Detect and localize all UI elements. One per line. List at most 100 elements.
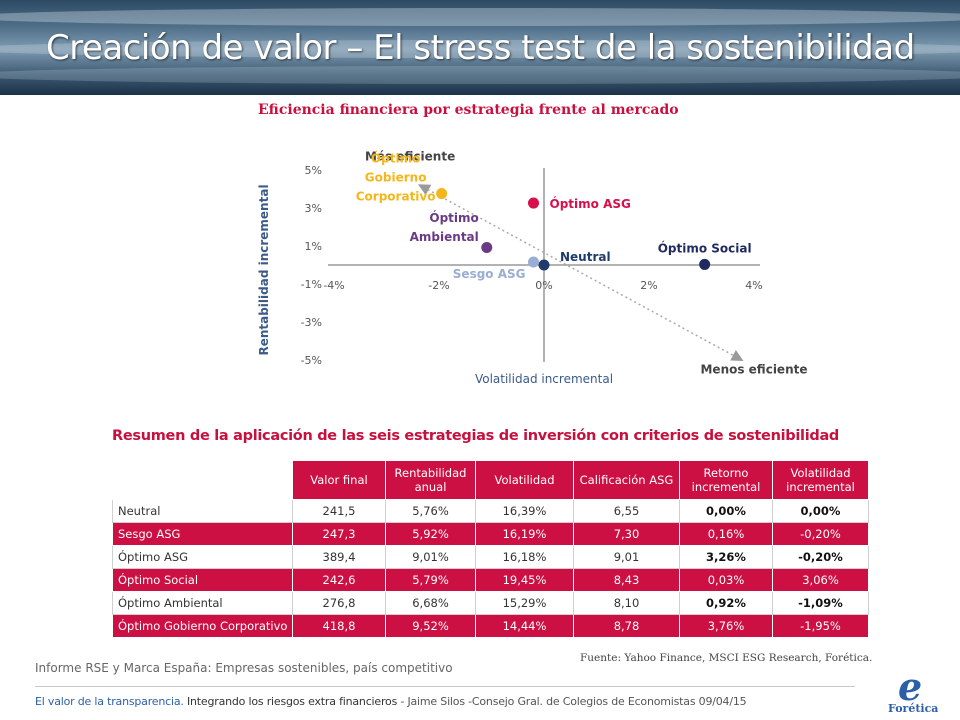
table-cell: 5,76% (385, 499, 476, 523)
point-label: Óptimo (371, 151, 420, 166)
point-4 (481, 242, 493, 254)
x-tick-label: -4% (323, 279, 344, 292)
header-cell: Valor final (292, 460, 386, 500)
header-cell (112, 460, 293, 500)
table-cell: 5,79% (385, 568, 476, 592)
point-label: Neutral (560, 250, 611, 264)
summary-table: Valor final Rentabilidad anual Volatilid… (112, 460, 869, 638)
point-3 (699, 258, 711, 270)
y-tick-label: -1% (301, 278, 322, 291)
table-row: Óptimo Gobierno Corporativo 418,8 9,52% 14,… (112, 614, 869, 638)
table-cell: 16,19% (475, 522, 574, 546)
y-tick-label: -5% (301, 354, 322, 367)
y-tick-label: 1% (305, 240, 322, 253)
table-cell: -1,95% (772, 614, 869, 638)
table-cell: 247,3 (292, 522, 386, 546)
point-label: Óptimo (429, 210, 478, 225)
chart-title: Eficiencia financiera por estrategia fre… (258, 102, 679, 118)
row-label-cell: Óptimo ASG (112, 545, 293, 569)
table-title: Resumen de la aplicación de las seis est… (112, 428, 840, 444)
table-cell: 0,03% (679, 568, 773, 592)
table-cell: 16,18% (475, 545, 574, 569)
row-label-cell: Óptimo Gobierno Corporativo (112, 614, 293, 638)
footer-part-3: - Jaime Silos -Consejo Gral. de Colegios… (397, 695, 747, 708)
less-efficient-label: Menos eficiente (700, 362, 807, 376)
x-tick-label: 4% (745, 279, 762, 292)
y-tick-label: 3% (305, 202, 322, 215)
footer-part-1: El valor de la transparencia. (35, 695, 184, 708)
y-tick-label: 5% (305, 164, 322, 177)
table-cell: 3,76% (679, 614, 773, 638)
table-cell: 9,52% (385, 614, 476, 638)
point-2 (528, 197, 539, 209)
table-row: Neutral 241,5 5,76% 16,39% 6,55 0,00% 0,00% (112, 499, 869, 523)
x-tick-label: 0% (535, 279, 552, 292)
table-cell: 9,01 (573, 545, 680, 569)
footer-divider (35, 686, 855, 687)
point-label: Corporativo (356, 189, 436, 203)
table-cell: 7,30 (573, 522, 680, 546)
table-cell: -0,20% (772, 522, 869, 546)
table-cell: 8,78 (573, 614, 680, 638)
logo-letter: e (898, 664, 923, 709)
table-row: Óptimo ASG 389,4 9,01% 16,18% 9,01 3,26% -0,20… (112, 545, 869, 569)
point-label: Óptimo ASG (550, 196, 631, 211)
slide-title: Creación de valor – El stress test de la… (46, 28, 915, 68)
point-label: Óptimo Social (658, 240, 752, 255)
footer-part-2: Integrando los riesgos extra financieros (183, 695, 398, 708)
table-header-row: Valor final Rentabilidad anual Volatilid… (112, 460, 869, 500)
table-cell: 5,92% (385, 522, 476, 546)
table-cell: 6,68% (385, 591, 476, 615)
table-row: Sesgo ASG 247,3 5,92% 16,19% 7,30 0,16% -0,20% (112, 522, 869, 546)
point-label: Gobierno (365, 171, 427, 185)
table-cell: 6,55 (573, 499, 680, 523)
table-cell: 276,8 (292, 591, 386, 615)
table-cell: 0,16% (679, 522, 773, 546)
point-1 (528, 256, 539, 268)
row-label-cell: Óptimo Social (112, 568, 293, 592)
table-cell: 241,5 (292, 499, 386, 523)
table-cell: -0,20% (772, 545, 869, 569)
point-label: Sesgo ASG (453, 267, 526, 281)
table-cell: -1,09% (772, 591, 869, 615)
table-cell: 3,26% (679, 545, 773, 569)
y-axis-label: Rentabilidad incremental (257, 184, 271, 355)
table-cell: 242,6 (292, 568, 386, 592)
x-axis-label: Volatilidad incremental (475, 372, 613, 386)
table-cell: 9,01% (385, 545, 476, 569)
x-tick-label: -2% (428, 279, 449, 292)
table-cell: 8,10 (573, 591, 680, 615)
scatter-chart: -4% -2% 0% 2% 4% 5% 3% 1% -1% -3% -5% Volatilidad i… (257, 150, 808, 387)
x-tick-label: 2% (640, 279, 657, 292)
table-cell: 19,45% (475, 568, 574, 592)
foretica-logo: e Forética (884, 664, 944, 716)
y-tick-label: -3% (301, 316, 322, 329)
table-cell: 0,00% (772, 499, 869, 523)
table-cell: 16,39% (475, 499, 574, 523)
table-row: Óptimo Ambiental 276,8 6,68% 15,29% 8,10 0,92… (112, 591, 869, 615)
table-cell: 15,29% (475, 591, 574, 615)
table-cell: 418,8 (292, 614, 386, 638)
header-cell: Rentabilidad anual (385, 460, 476, 500)
table-cell: 389,4 (292, 545, 386, 569)
table-cell: 3,06% (772, 568, 869, 592)
row-label-cell: Neutral (112, 499, 293, 523)
point-5 (436, 188, 448, 200)
row-label-cell: Sesgo ASG (112, 522, 293, 546)
header-cell: Calificación ASG (573, 460, 680, 500)
header-cell: Volatilidad incremental (772, 460, 869, 500)
table-cell: 8,43 (573, 568, 680, 592)
table-cell: 0,00% (679, 499, 773, 523)
header-cell: Retorno incremental (679, 460, 773, 500)
table-cell: 14,44% (475, 614, 574, 638)
row-label-cell: Óptimo Ambiental (112, 591, 293, 615)
footer: El valor de la transparencia. Integrando… (35, 695, 747, 708)
header-banner: Creación de valor – El stress test de la… (0, 0, 960, 95)
report-title: Informe RSE y Marca España: Empresas sos… (35, 661, 453, 675)
point-label: Ambiental (410, 230, 479, 244)
header-cell: Volatilidad (475, 460, 574, 500)
logo-text: Forética (888, 702, 939, 715)
source-note: Fuente: Yahoo Finance, MSCI ESG Research… (580, 652, 873, 664)
point-0 (538, 259, 550, 271)
table-row: Óptimo Social 242,6 5,79% 19,45% 8,43 0,03% 3,… (112, 568, 869, 592)
